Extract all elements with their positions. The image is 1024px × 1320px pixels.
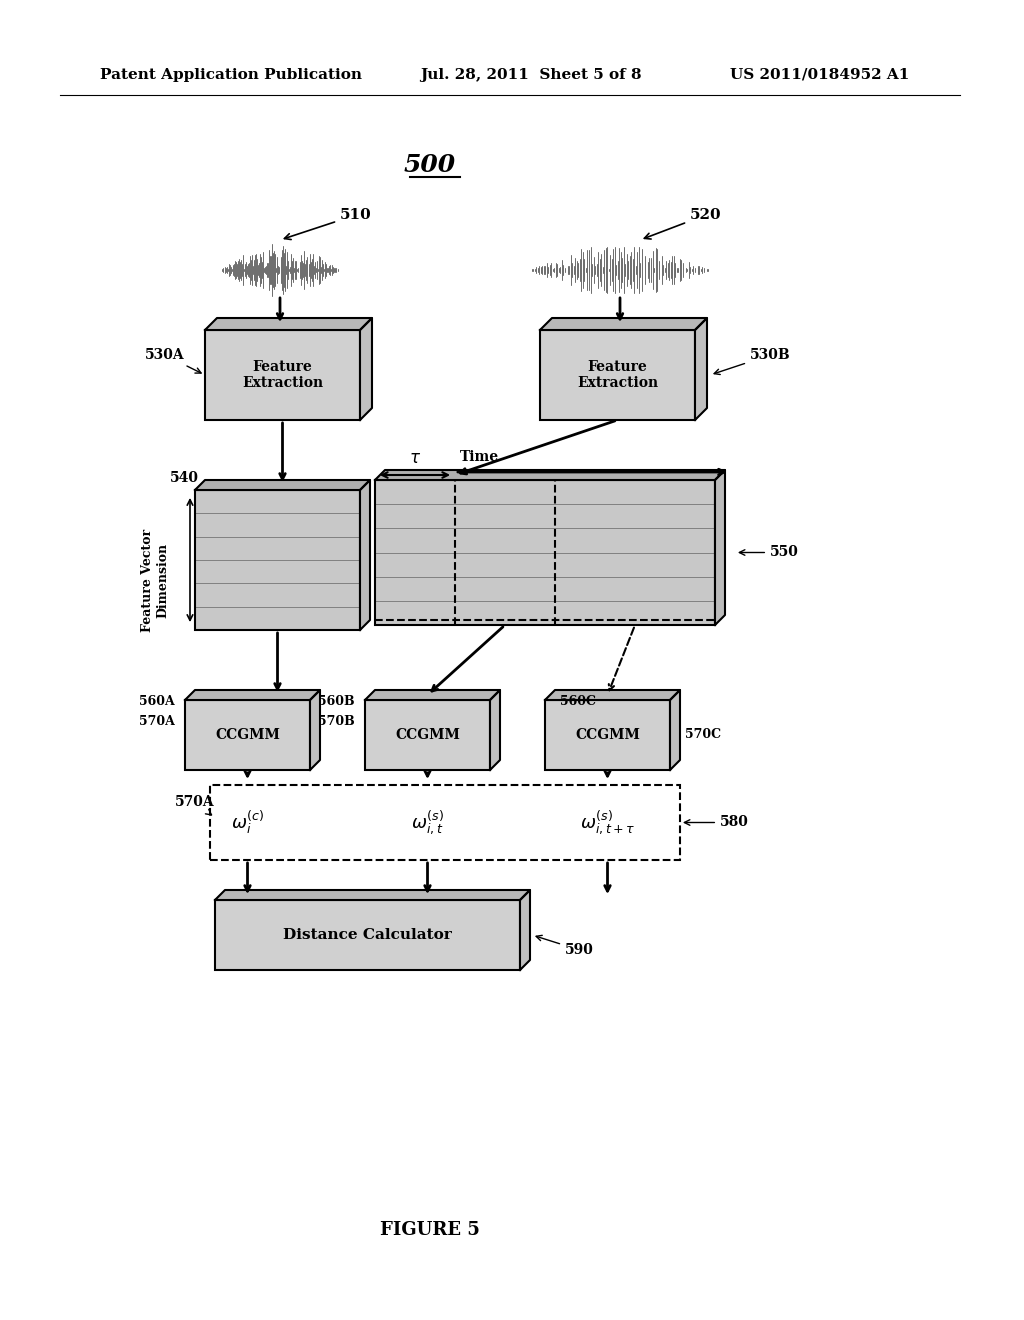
Polygon shape — [520, 890, 530, 970]
Bar — [210, 785, 680, 861]
Text: CCGMM: CCGMM — [575, 729, 640, 742]
Text: 570A: 570A — [139, 715, 175, 729]
Text: 520: 520 — [644, 209, 722, 239]
Text: CCGMM: CCGMM — [215, 729, 280, 742]
Text: 500: 500 — [403, 153, 456, 177]
Text: Time: Time — [460, 450, 499, 465]
Polygon shape — [670, 690, 680, 770]
Polygon shape — [715, 470, 725, 624]
Polygon shape — [205, 318, 372, 330]
Text: US 2011/0184952 A1: US 2011/0184952 A1 — [730, 69, 909, 82]
Text: 570B: 570B — [318, 715, 355, 729]
Text: 560C: 560C — [560, 696, 596, 708]
Polygon shape — [215, 890, 530, 900]
Text: 540: 540 — [170, 471, 199, 484]
Bar — [185, 700, 310, 770]
Text: 530A: 530A — [145, 348, 201, 374]
Text: 580: 580 — [684, 816, 749, 829]
Polygon shape — [310, 690, 319, 770]
Text: $\omega_i^{(c)}$: $\omega_i^{(c)}$ — [230, 809, 264, 837]
Text: 550: 550 — [739, 545, 799, 560]
Text: Feature
Extraction: Feature Extraction — [577, 360, 658, 391]
Text: 530B: 530B — [714, 348, 791, 375]
Polygon shape — [195, 480, 370, 490]
Bar — [545, 700, 670, 770]
Bar — [540, 330, 695, 420]
Text: Distance Calculator: Distance Calculator — [283, 928, 452, 942]
Bar — [375, 480, 715, 624]
Polygon shape — [695, 318, 707, 420]
Text: 560A: 560A — [139, 696, 175, 708]
Polygon shape — [360, 480, 370, 630]
Polygon shape — [545, 690, 680, 700]
Text: $\omega_{i,t+\tau}^{(s)}$: $\omega_{i,t+\tau}^{(s)}$ — [580, 808, 635, 837]
Text: 510: 510 — [285, 209, 372, 239]
Polygon shape — [540, 318, 707, 330]
Text: Feature Vector
Dimension: Feature Vector Dimension — [141, 528, 169, 631]
Bar — [205, 330, 360, 420]
Polygon shape — [360, 318, 372, 420]
Text: 570C: 570C — [685, 729, 721, 742]
Polygon shape — [365, 690, 500, 700]
Text: CCGMM: CCGMM — [395, 729, 460, 742]
Text: $\tau$: $\tau$ — [409, 450, 421, 467]
Text: 560B: 560B — [318, 696, 355, 708]
Text: Feature
Extraction: Feature Extraction — [242, 360, 323, 391]
Text: FIGURE 5: FIGURE 5 — [380, 1221, 480, 1239]
Bar — [215, 900, 520, 970]
Bar — [365, 700, 490, 770]
Bar — [195, 490, 360, 630]
Polygon shape — [490, 690, 500, 770]
Polygon shape — [375, 470, 725, 480]
Text: Patent Application Publication: Patent Application Publication — [100, 69, 362, 82]
Text: 570A: 570A — [175, 796, 215, 814]
Text: 590: 590 — [537, 936, 594, 957]
Text: Jul. 28, 2011  Sheet 5 of 8: Jul. 28, 2011 Sheet 5 of 8 — [420, 69, 642, 82]
Polygon shape — [185, 690, 319, 700]
Text: $\omega_{i,t}^{(s)}$: $\omega_{i,t}^{(s)}$ — [411, 808, 444, 837]
